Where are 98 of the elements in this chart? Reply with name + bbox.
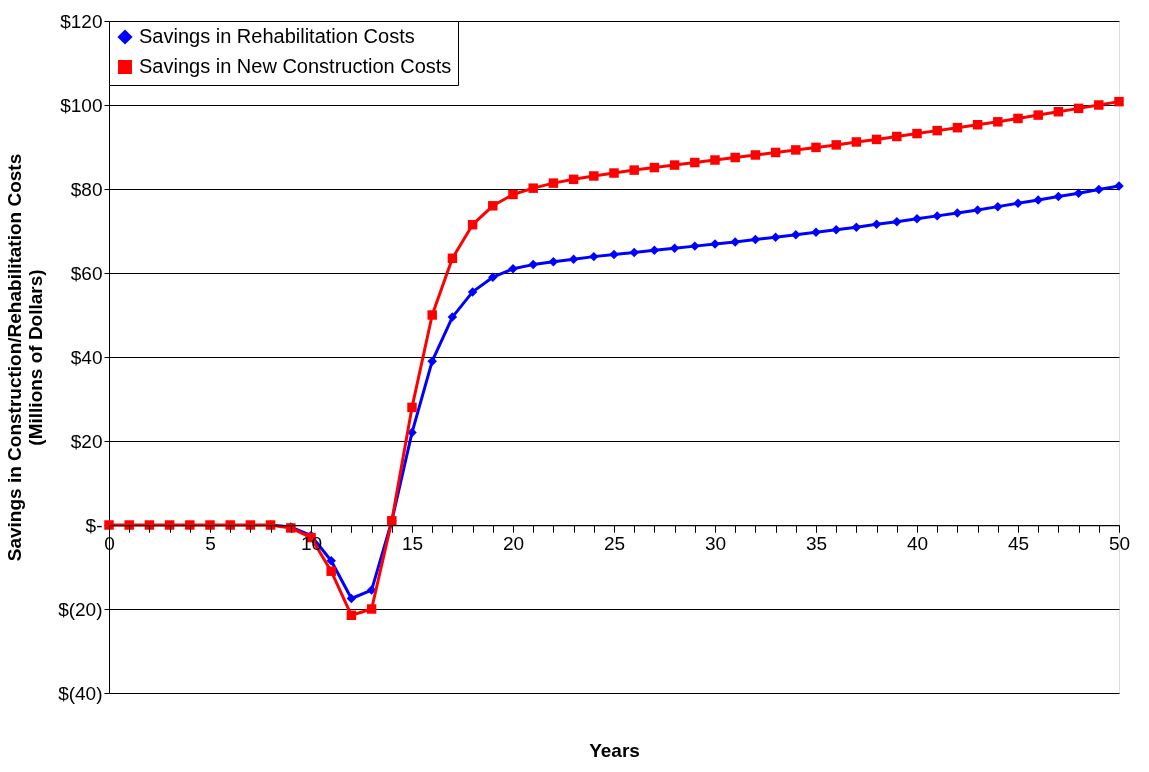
point bbox=[1033, 110, 1043, 120]
point bbox=[730, 152, 740, 163]
point bbox=[892, 217, 902, 227]
point bbox=[750, 150, 761, 160]
point bbox=[871, 219, 882, 230]
y-tick-label: $(20) bbox=[58, 598, 103, 620]
point bbox=[1094, 100, 1104, 110]
point bbox=[972, 120, 983, 130]
x-axis-title: Years bbox=[589, 739, 640, 761]
point bbox=[629, 247, 639, 258]
point bbox=[1013, 198, 1023, 209]
point bbox=[508, 189, 518, 200]
y-tick-label: $80 bbox=[70, 178, 103, 200]
point bbox=[528, 259, 538, 270]
point bbox=[952, 122, 963, 133]
x-tick-label: 5 bbox=[205, 532, 216, 554]
point bbox=[326, 555, 336, 566]
y-tick-label: $20 bbox=[70, 430, 103, 452]
x-tick-label: 45 bbox=[1007, 532, 1030, 554]
point bbox=[710, 155, 720, 165]
point bbox=[669, 160, 680, 170]
point bbox=[871, 134, 882, 145]
point bbox=[548, 256, 559, 267]
point bbox=[1073, 188, 1084, 198]
x-tick-label: 20 bbox=[502, 532, 525, 554]
point bbox=[568, 254, 579, 264]
legend-label: Savings in New Construction Costs bbox=[139, 55, 452, 77]
point bbox=[932, 125, 942, 136]
point bbox=[993, 201, 1003, 212]
point bbox=[467, 219, 478, 230]
point bbox=[326, 566, 336, 576]
point bbox=[528, 183, 538, 193]
point bbox=[568, 174, 579, 185]
y-tick-label: $- bbox=[85, 514, 103, 536]
point bbox=[730, 237, 740, 247]
point bbox=[770, 147, 781, 158]
point bbox=[1114, 96, 1124, 107]
point bbox=[952, 208, 963, 218]
point bbox=[488, 201, 498, 211]
point bbox=[407, 402, 417, 413]
point bbox=[972, 205, 983, 215]
y-tick-label: $60 bbox=[70, 262, 103, 284]
point bbox=[690, 157, 700, 168]
point bbox=[892, 131, 902, 142]
point bbox=[690, 241, 700, 251]
x-tick-label: 25 bbox=[603, 532, 626, 554]
point bbox=[1033, 195, 1043, 205]
x-tick-label: 40 bbox=[906, 532, 929, 554]
point bbox=[447, 312, 458, 322]
point bbox=[1073, 103, 1084, 114]
point bbox=[1053, 191, 1064, 202]
point bbox=[346, 593, 357, 604]
x-tick-label: 50 bbox=[1108, 532, 1131, 554]
x-tick-label: 15 bbox=[401, 532, 424, 554]
y-axis-title: Savings in Construction/Rehabilitation Costs (Millions of Dollars) bbox=[4, 153, 47, 562]
point bbox=[811, 142, 821, 153]
point bbox=[366, 604, 377, 614]
point bbox=[1053, 106, 1064, 117]
point bbox=[467, 287, 478, 297]
point bbox=[791, 145, 801, 155]
point bbox=[831, 140, 841, 150]
point bbox=[831, 225, 841, 235]
y-tick-label: $100 bbox=[60, 94, 103, 116]
x-tick-label: 30 bbox=[704, 532, 727, 554]
point bbox=[669, 243, 680, 253]
point bbox=[205, 520, 215, 530]
point bbox=[1094, 184, 1104, 195]
point bbox=[609, 249, 619, 260]
legend-label: Savings in Rehabilitation Costs bbox=[139, 25, 415, 47]
point bbox=[750, 234, 761, 245]
y-tick-label: $120 bbox=[60, 10, 103, 32]
point bbox=[932, 211, 942, 221]
y-tick-label: $40 bbox=[70, 346, 103, 368]
point bbox=[104, 520, 114, 530]
point bbox=[346, 610, 357, 621]
point bbox=[851, 137, 862, 147]
point bbox=[770, 232, 781, 243]
point bbox=[649, 245, 660, 256]
point bbox=[427, 356, 437, 366]
point bbox=[589, 251, 599, 262]
point bbox=[225, 520, 235, 530]
point bbox=[427, 310, 437, 320]
x-tick-label: 35 bbox=[805, 532, 828, 554]
y-tick-label: $(40) bbox=[58, 682, 103, 704]
point bbox=[791, 230, 801, 240]
point bbox=[589, 171, 599, 181]
point bbox=[993, 117, 1003, 127]
point bbox=[851, 222, 862, 232]
point bbox=[124, 520, 134, 530]
point bbox=[1013, 113, 1023, 124]
point bbox=[912, 128, 922, 139]
point bbox=[609, 168, 619, 178]
point bbox=[447, 253, 458, 264]
point bbox=[185, 520, 195, 530]
point bbox=[488, 272, 498, 282]
point bbox=[548, 178, 559, 188]
point bbox=[629, 165, 639, 175]
point bbox=[649, 162, 660, 173]
